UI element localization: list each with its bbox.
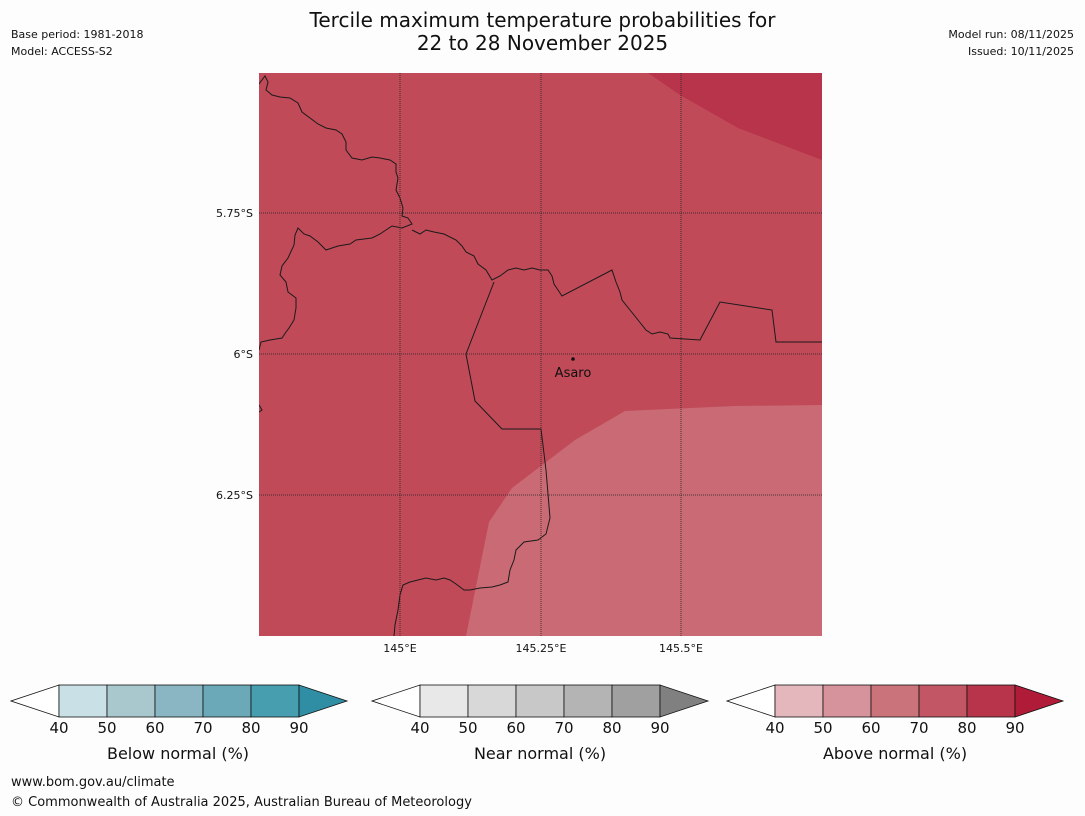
map-layers: [259, 73, 822, 636]
lon-label-145-5e: 145.5°E: [659, 642, 703, 655]
coastline-fragment: [259, 404, 263, 413]
asaro-marker: [571, 357, 575, 361]
legend-tick: 80: [602, 719, 622, 737]
colorbar-swatch: [154, 684, 204, 718]
footer-copyright: © Commonwealth of Australia 2025, Austra…: [11, 795, 472, 810]
legend-title-above: Above normal (%): [822, 744, 968, 763]
legend-tick: 70: [554, 719, 574, 737]
issued-date: Issued: 10/11/2025: [967, 45, 1074, 58]
colorbar-swatch: [774, 684, 824, 718]
colorbar-extend-low: [370, 684, 421, 718]
legend-tick: 50: [97, 719, 117, 737]
meta-right: Model run: 08/11/2025 Issued: 10/11/2025: [948, 26, 1074, 60]
colorbar-swatch: [106, 684, 156, 718]
meta-left: Base period: 1981-2018 Model: ACCESS-S2: [11, 26, 143, 60]
colorbar-swatch: [966, 684, 1016, 718]
colorbar-below: [9, 684, 349, 718]
colorbar-swatch: [822, 684, 872, 718]
legend-tick: 40: [410, 719, 430, 737]
legend-below-normal: 40 50 60 70 80 90 Below normal (%): [9, 680, 350, 763]
forecast-map[interactable]: 5.75°S 6°S 6.25°S 145°E 145.25°E 145.5°E…: [0, 0, 1085, 680]
colorbar-extend-low: [725, 684, 776, 718]
legend-title-below: Below normal (%): [106, 744, 250, 763]
colorbar-extend-high: [659, 684, 710, 718]
legend-above-normal: 40 50 60 70 80 90 Above normal (%): [725, 680, 1066, 763]
colorbar-swatch: [918, 684, 968, 718]
lat-label-6s: 6°S: [234, 348, 253, 361]
legend-tick: 40: [765, 719, 785, 737]
legend-tick: 90: [1005, 719, 1025, 737]
colorbar-swatch: [563, 684, 613, 718]
colorbar-swatch: [467, 684, 517, 718]
lon-label-145e: 145°E: [383, 642, 416, 655]
legend-tick: 80: [957, 719, 977, 737]
place-label-asaro: Asaro: [555, 366, 592, 381]
legend-tick: 50: [813, 719, 833, 737]
border-western: [393, 281, 551, 636]
legend-tick: 80: [241, 719, 261, 737]
title-line-1: Tercile maximum temperature probabilitie…: [309, 8, 776, 32]
colorbar-extend-high: [298, 684, 349, 718]
lon-label-145-25e: 145.25°E: [516, 642, 567, 655]
legend-tick: 50: [458, 719, 478, 737]
colorbar-extend-high: [1014, 684, 1065, 718]
probability-region-70-80: [648, 73, 822, 160]
footer-url[interactable]: www.bom.gov.au/climate: [11, 775, 175, 790]
legend-tick: 90: [650, 719, 670, 737]
borders: [259, 75, 822, 636]
colorbar-swatch: [611, 684, 661, 718]
legend-tick: 70: [193, 719, 213, 737]
model-run: Model run: 08/11/2025: [948, 28, 1074, 41]
lat-label-5-75s: 5.75°S: [216, 207, 253, 220]
legend-title-near: Near normal (%): [473, 744, 607, 763]
legend-tick: 60: [861, 719, 881, 737]
base-period: Base period: 1981-2018: [11, 28, 144, 41]
model-name: Model: ACCESS-S2: [11, 45, 113, 58]
legend-tick: 40: [49, 719, 69, 737]
border-central: [411, 229, 822, 343]
colorbar-swatch: [870, 684, 920, 718]
axis-labels: 5.75°S 6°S 6.25°S 145°E 145.25°E 145.5°E: [216, 207, 703, 655]
colorbar-swatch: [202, 684, 252, 718]
legend-tick: 60: [145, 719, 165, 737]
colorbar-swatch: [515, 684, 565, 718]
lat-label-6-25s: 6.25°S: [216, 489, 253, 502]
probability-region-50-60: [466, 405, 822, 636]
legend-tick: 70: [909, 719, 929, 737]
colorbar-near: [370, 684, 710, 718]
colorbar-swatch: [250, 684, 300, 718]
coastline-north: [259, 75, 413, 351]
colorbar-extend-low: [9, 684, 60, 718]
legend-tick: 60: [506, 719, 526, 737]
colorbar-swatch: [419, 684, 469, 718]
colorbar-swatch: [58, 684, 108, 718]
colorbar-above: [725, 684, 1065, 718]
title-line-2: 22 to 28 November 2025: [416, 31, 669, 55]
legend-tick: 90: [289, 719, 309, 737]
legend-near-normal: 40 50 60 70 80 90 Near normal (%): [370, 680, 711, 763]
